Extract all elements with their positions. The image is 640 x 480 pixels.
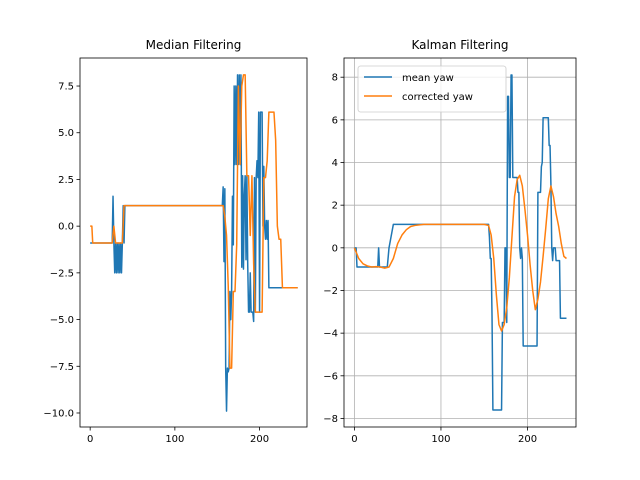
plot-frame xyxy=(343,57,577,428)
plot-frame xyxy=(79,57,308,428)
legend-label: mean yaw xyxy=(402,73,454,84)
y-tick-label: −4 xyxy=(323,329,338,340)
legend: mean yaw corrected yaw xyxy=(357,65,507,113)
x-tick-label: 200 xyxy=(250,434,269,445)
legend-box xyxy=(357,65,507,113)
y-tick-label: −7.5 xyxy=(50,362,74,373)
y-tick-label: −2 xyxy=(323,286,338,297)
y-tick-label: 0 xyxy=(332,243,338,254)
median-filtering-panel: Median Filtering 0 100 200 −10.0 −7.5 −5.0 −2.… xyxy=(43,38,308,445)
y-tick-label: 8 xyxy=(332,73,338,84)
y-tick-label: 2 xyxy=(332,201,338,212)
y-tick-label: 4 xyxy=(332,158,338,169)
chart-title: Kalman Filtering xyxy=(411,38,508,52)
kalman-filtering-panel: Kalman Filtering 0 100 200 −8 −6 −4 −2 0 2 4 6 8 mea… xyxy=(323,38,577,445)
x-tick-label: 200 xyxy=(518,434,537,445)
y-tick-label: −5.0 xyxy=(50,315,74,326)
x-tick-label: 0 xyxy=(351,434,357,445)
x-tick-label: 0 xyxy=(87,434,93,445)
y-tick-label: −10.0 xyxy=(43,408,74,419)
y-tick-label: 0.0 xyxy=(58,222,74,233)
chart-title: Median Filtering xyxy=(146,38,242,52)
y-tick-label: 7.5 xyxy=(58,82,74,93)
x-tick-label: 100 xyxy=(431,434,450,445)
x-tick-label: 100 xyxy=(165,434,184,445)
y-tick-label: 2.5 xyxy=(58,175,74,186)
y-tick-label: −8 xyxy=(323,414,338,425)
series-line-mean-yaw xyxy=(354,74,567,411)
legend-label: corrected yaw xyxy=(402,92,473,103)
series-line-corrected-yaw xyxy=(353,174,567,332)
y-tick-label: 6 xyxy=(332,115,338,126)
y-tick-label: −2.5 xyxy=(50,268,74,279)
series-line-orange xyxy=(90,74,298,369)
y-tick-label: −6 xyxy=(323,371,338,382)
y-tick-label: 5.0 xyxy=(58,128,74,139)
